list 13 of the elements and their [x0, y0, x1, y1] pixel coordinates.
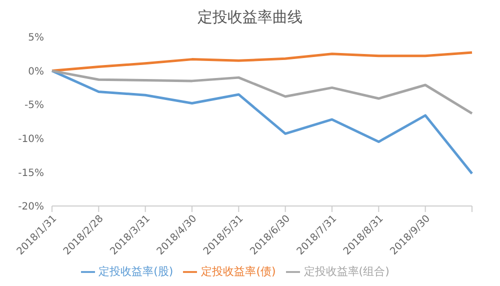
chart-title: 定投收益率曲线: [196, 8, 304, 27]
legend-label: 定投收益率(股): [98, 265, 174, 278]
y-tick-label: 5%: [28, 32, 44, 44]
legend-label: 定投收益率(债): [201, 265, 276, 278]
line-series: [50, 70, 474, 115]
y-tick-label: 0%: [28, 66, 44, 78]
line-series: [50, 51, 474, 72]
y-tick-label: -5%: [24, 100, 44, 112]
y-tick-label: -10%: [18, 134, 44, 145]
legend-label: 定投收益率(组合): [304, 265, 390, 278]
line-series: [50, 70, 474, 175]
y-tick-label: -20%: [18, 202, 44, 213]
y-tick-label: -15%: [18, 168, 44, 179]
